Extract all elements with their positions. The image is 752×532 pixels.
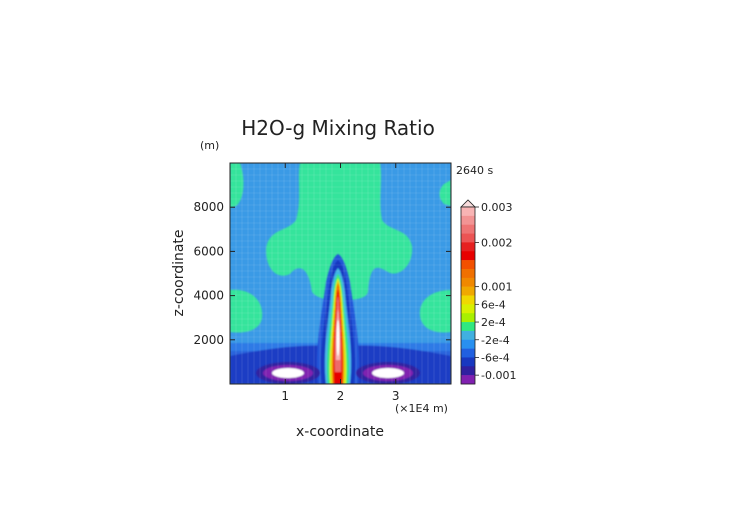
colorbar-band <box>461 286 475 296</box>
colorbar-band <box>461 375 475 385</box>
y-unit-label: (m) <box>200 139 219 152</box>
y-tick-label: 8000 <box>193 200 224 214</box>
colorbar-band <box>461 207 475 217</box>
x-axis-label: x-coordinate <box>296 424 384 440</box>
colorbar-label: -6e-4 <box>481 351 510 364</box>
heatmap-field <box>230 163 451 384</box>
colorbar-label: 0.002 <box>481 236 513 249</box>
x-tick-label: 1 <box>281 389 289 403</box>
colorbar-label: 2e-4 <box>481 316 506 329</box>
colorbar-band <box>461 251 475 261</box>
colorbar-band <box>461 366 475 376</box>
colorbar <box>460 199 476 385</box>
colorbar-label: -2e-4 <box>481 334 510 347</box>
colorbar-label: 0.001 <box>481 281 513 294</box>
colorbar-band <box>461 330 475 341</box>
colorbar-label: 0.003 <box>481 201 513 214</box>
colorbar-band <box>461 215 475 225</box>
colorbar-band <box>461 277 475 287</box>
dry-pocket-right <box>356 362 420 384</box>
x-tick-label: 3 <box>392 389 400 403</box>
colorbar-band <box>461 357 475 367</box>
colorbar-label: -0.001 <box>481 369 516 382</box>
chart-title: H2O-g Mixing Ratio <box>241 116 435 140</box>
y-tick-label: 2000 <box>193 333 224 347</box>
plume <box>316 254 360 384</box>
x-unit-label: (×1E4 m) <box>395 402 448 415</box>
dry-pocket-left <box>256 362 320 384</box>
colorbar-band <box>461 242 475 252</box>
colorbar-labels: 0.003 0.002 0.001 6e-4 2e-4 -2e-4 -6e-4 -0.001 <box>475 201 516 382</box>
colorbar-band <box>461 304 475 314</box>
y-ticks: 2000 4000 6000 8000 <box>193 200 451 347</box>
y-tick-label: 6000 <box>193 244 224 258</box>
colorbar-band <box>461 322 475 332</box>
colorbar-band <box>461 224 475 234</box>
y-axis-label: z-coordinate <box>171 229 187 316</box>
colorbar-label: 6e-4 <box>481 298 506 311</box>
x-tick-label: 2 <box>337 389 345 403</box>
colorbar-band <box>461 313 475 323</box>
time-label: 2640 s <box>456 164 493 177</box>
colorbar-overflow-triangle <box>460 199 476 208</box>
colorbar-frame <box>460 206 476 385</box>
y-tick-label: 4000 <box>193 289 224 303</box>
moist-region <box>230 163 451 333</box>
field-grid <box>230 163 451 384</box>
colorbar-band <box>461 348 475 358</box>
colorbar-band <box>461 233 475 243</box>
colorbar-band <box>461 295 475 305</box>
x-ticks: 1 2 3 <box>281 163 400 403</box>
colorbar-band <box>461 268 475 279</box>
colorbar-band <box>461 339 475 349</box>
colorbar-band <box>461 260 475 270</box>
